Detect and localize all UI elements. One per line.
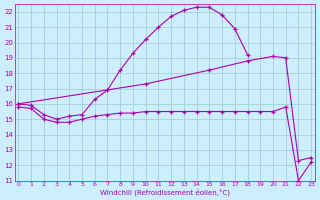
X-axis label: Windchill (Refroidissement éolien,°C): Windchill (Refroidissement éolien,°C) bbox=[100, 188, 230, 196]
